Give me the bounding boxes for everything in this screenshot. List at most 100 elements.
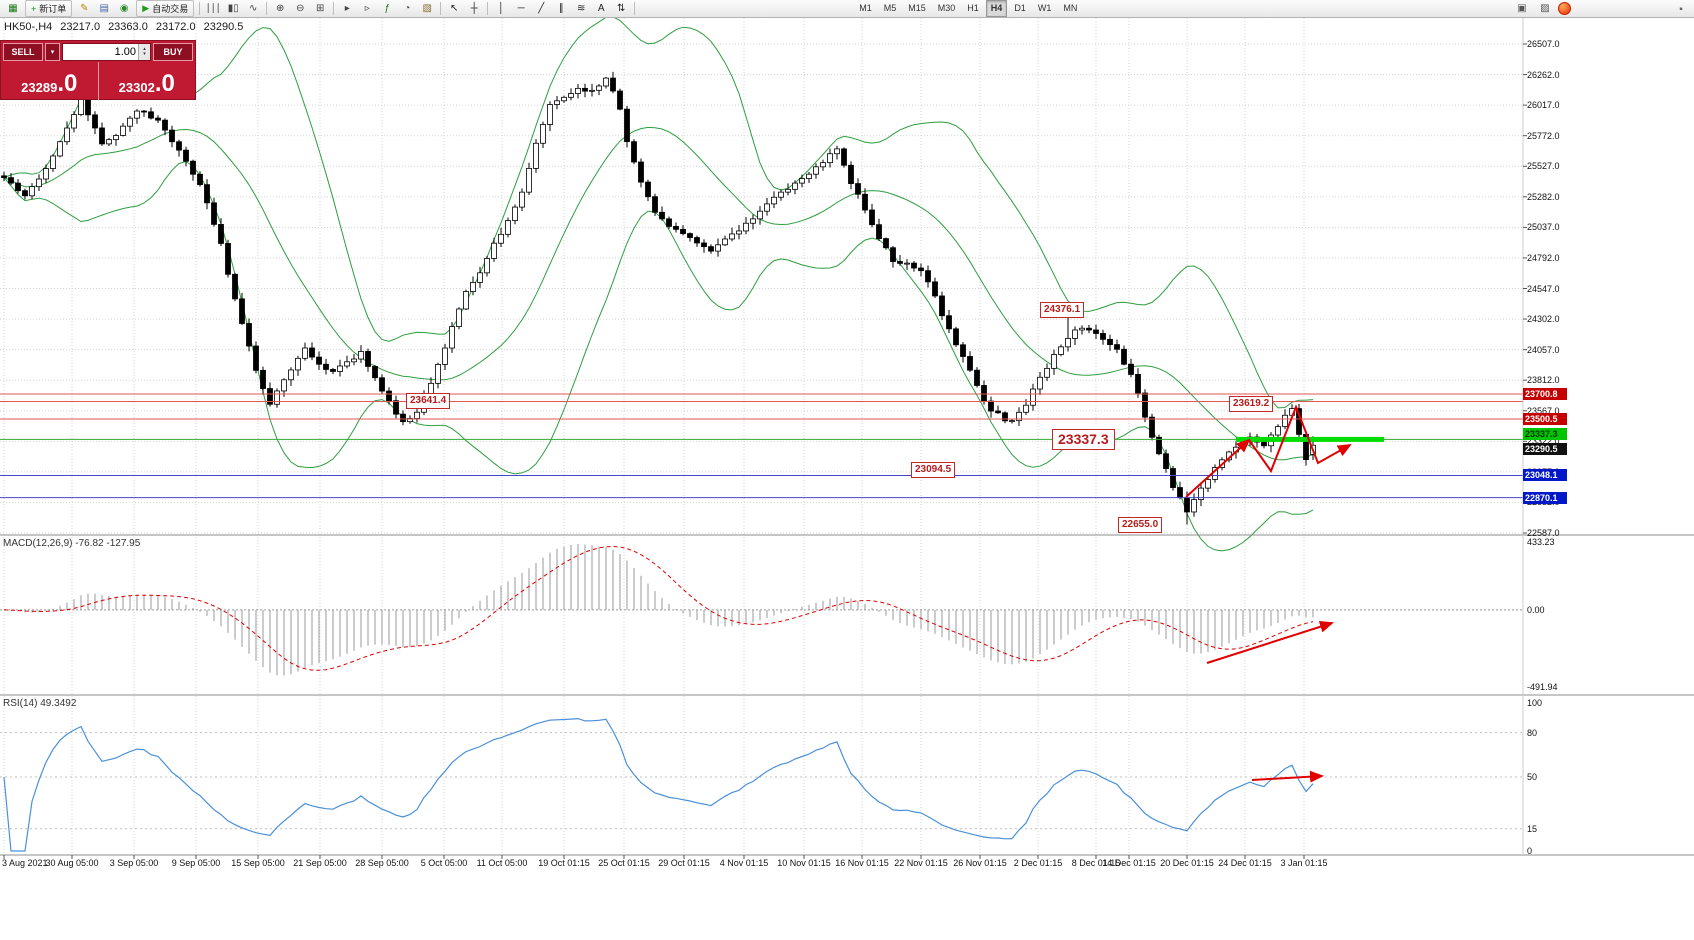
candle-body bbox=[393, 400, 399, 415]
indicators-icon[interactable]: ƒ bbox=[384, 2, 390, 14]
candle-body bbox=[330, 369, 336, 372]
price-annotation-label[interactable]: 23619.2 bbox=[1229, 396, 1274, 413]
candle-body bbox=[1, 175, 7, 179]
volume-spinner[interactable]: ▴ ▾ bbox=[138, 44, 150, 60]
candle-body bbox=[211, 202, 217, 225]
new-order-button[interactable]: + 新订单 bbox=[25, 0, 73, 17]
price-annotation-label[interactable]: 24376.1 bbox=[1040, 301, 1085, 318]
spinner-down-icon[interactable]: ▾ bbox=[143, 51, 146, 57]
candle-body bbox=[1023, 404, 1029, 413]
sell-button[interactable]: SELL bbox=[3, 43, 43, 61]
candle-body bbox=[1002, 412, 1008, 422]
timeframe-mn[interactable]: MN bbox=[1063, 3, 1078, 13]
candle-body bbox=[477, 272, 483, 283]
bar-chart-icon[interactable]: ∣∣∣ bbox=[205, 2, 221, 14]
trendline-icon[interactable]: ╱ bbox=[538, 2, 545, 14]
timeframe-w1[interactable]: W1 bbox=[1037, 3, 1052, 13]
data-panel-icon[interactable]: ▨ bbox=[1540, 2, 1550, 14]
notification-badge[interactable] bbox=[1558, 2, 1571, 15]
candle-body bbox=[169, 129, 175, 143]
templates-icon[interactable]: ▧ bbox=[422, 2, 432, 14]
buy-price[interactable]: 23302 .0 bbox=[97, 62, 196, 100]
price-annotation-label[interactable]: 22655.0 bbox=[1118, 516, 1163, 533]
candle-body bbox=[239, 298, 245, 324]
vertical-line-icon[interactable]: │ bbox=[498, 2, 505, 14]
volume-input[interactable]: 1.00 ▴ ▾ bbox=[62, 43, 151, 61]
candle-body bbox=[1142, 392, 1148, 418]
timeframe-m5[interactable]: M5 bbox=[883, 3, 897, 13]
candle-body bbox=[1093, 329, 1099, 334]
candle-body bbox=[771, 196, 777, 205]
candle-body bbox=[463, 291, 469, 310]
candle-body bbox=[939, 295, 945, 317]
time-axis-label: 14 Dec 01:15 bbox=[1102, 858, 1156, 868]
periods-icon[interactable]: ◔ bbox=[404, 2, 411, 14]
price-annotation-label[interactable]: 23094.5 bbox=[911, 461, 956, 478]
timeframe-h1[interactable]: H1 bbox=[967, 3, 979, 13]
price-axis-tick: 24547.0 bbox=[1527, 283, 1560, 294]
candle-body bbox=[995, 410, 1001, 414]
time-axis-label: 24 Dec 01:15 bbox=[1218, 858, 1272, 868]
timeframe-h4[interactable]: H4 bbox=[985, 0, 1008, 17]
candle-body bbox=[379, 377, 385, 392]
market-watch-icon[interactable]: ▤ bbox=[99, 2, 109, 14]
text-tool-icon[interactable]: A bbox=[597, 2, 605, 14]
channel-icon[interactable]: ∥ bbox=[558, 2, 564, 14]
app-icon[interactable]: ▦ bbox=[8, 2, 18, 14]
candle-body bbox=[589, 89, 595, 92]
time-axis-label: 28 Sep 05:00 bbox=[355, 858, 409, 868]
candle-body bbox=[1065, 338, 1071, 348]
support-zone-segment[interactable] bbox=[1236, 436, 1384, 442]
timeframe-m15[interactable]: M15 bbox=[908, 3, 926, 13]
zoom-out-icon[interactable]: ⊖ bbox=[296, 2, 305, 14]
line-chart-icon[interactable]: ∿ bbox=[249, 2, 258, 14]
horizontal-line-icon[interactable]: ─ bbox=[517, 2, 525, 14]
timeframe-m1[interactable]: M1 bbox=[859, 3, 872, 13]
chart-shift-icon[interactable]: ▹ bbox=[364, 2, 370, 14]
auto-scroll-icon[interactable]: ▸ bbox=[344, 2, 350, 14]
candle-body bbox=[1121, 348, 1127, 365]
metaeditor-icon[interactable]: ✎ bbox=[80, 2, 89, 14]
chart-window-icon[interactable]: ▣ bbox=[1517, 2, 1527, 14]
candle-body bbox=[1198, 487, 1204, 501]
crosshair-icon[interactable]: ┼ bbox=[470, 2, 478, 14]
candle-body bbox=[519, 191, 525, 208]
price-up-arrow[interactable] bbox=[1185, 438, 1251, 498]
candle-body bbox=[883, 238, 889, 249]
time-axis-label: 11 Oct 05:00 bbox=[476, 858, 528, 868]
buy-button[interactable]: BUY bbox=[153, 43, 193, 61]
candle-body bbox=[1282, 414, 1288, 427]
price-zigzag-arrow[interactable] bbox=[1248, 404, 1352, 474]
autotrading-button[interactable]: ▶ 自动交易 bbox=[136, 0, 195, 17]
expert-advisors-icon[interactable]: ◉ bbox=[119, 2, 129, 14]
price-annotation-label[interactable]: 23641.4 bbox=[406, 393, 451, 410]
fibonacci-icon[interactable]: ≋ bbox=[577, 2, 586, 14]
order-options-dropdown-icon[interactable]: ▾ bbox=[45, 43, 60, 61]
candle-body bbox=[78, 99, 84, 115]
candle-body bbox=[960, 344, 966, 357]
candle-body bbox=[876, 224, 882, 239]
price-annotation-label[interactable]: 23337.3 bbox=[1052, 429, 1115, 451]
candle-body bbox=[953, 328, 959, 346]
timeframe-m30[interactable]: M30 bbox=[937, 3, 956, 13]
arrows-tool-icon[interactable]: ⇅ bbox=[617, 2, 626, 14]
candle-body bbox=[204, 184, 210, 204]
one-click-trading-widget: SELL ▾ 1.00 ▴ ▾ BUY 23289 .0 23302 .0 bbox=[0, 40, 196, 100]
candle-body bbox=[470, 282, 476, 292]
zoom-in-icon[interactable]: ⊕ bbox=[276, 2, 285, 14]
tile-windows-icon[interactable]: ⊞ bbox=[316, 2, 325, 14]
spinner-up-icon[interactable]: ▴ bbox=[143, 46, 146, 52]
price-axis-tick: 25037.0 bbox=[1527, 222, 1560, 233]
rsi-trend-arrow[interactable] bbox=[1251, 770, 1324, 783]
candle-body bbox=[1058, 346, 1064, 355]
candlestick-chart-icon[interactable]: ▮▯ bbox=[227, 2, 239, 14]
time-axis-label: 16 Nov 01:15 bbox=[835, 858, 889, 868]
cursor-icon[interactable]: ↖ bbox=[450, 2, 459, 14]
time-axis-label: 5 Oct 05:00 bbox=[420, 858, 468, 868]
price-axis-tick: 25282.0 bbox=[1527, 191, 1560, 202]
toolbar-overflow-icon[interactable]: ▪ bbox=[1679, 3, 1683, 15]
macd-trend-arrow[interactable] bbox=[1206, 620, 1334, 664]
sell-price[interactable]: 23289 .0 bbox=[21, 70, 78, 97]
timeframe-d1[interactable]: D1 bbox=[1014, 3, 1026, 13]
